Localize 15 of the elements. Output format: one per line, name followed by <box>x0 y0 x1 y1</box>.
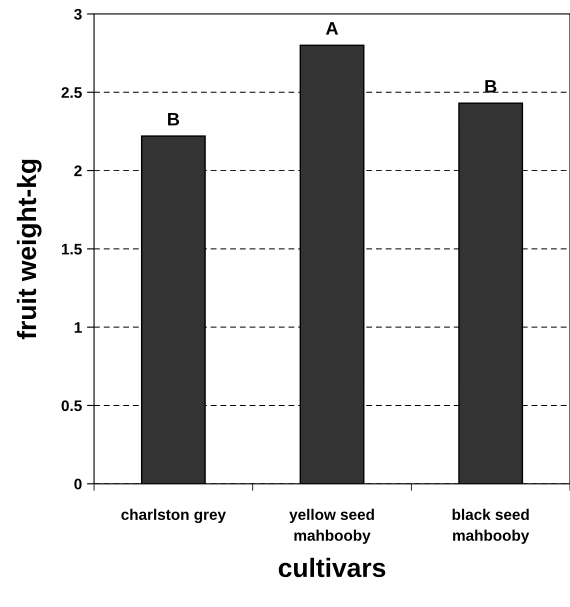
y-tick-label: 1 <box>74 322 82 333</box>
x-axis-title: cultivars <box>278 558 386 578</box>
y-tick-label: 2.5 <box>62 87 82 98</box>
x-tick-label: black seed mahbooby <box>452 508 530 544</box>
annotation: A <box>326 22 338 35</box>
y-tick-label: 2 <box>74 165 82 176</box>
x-tick-label: charlston grey <box>121 508 226 524</box>
y-tick-label: 1.5 <box>62 244 82 255</box>
annotation: B <box>485 80 496 93</box>
y-axis-title: fruit weight-kg <box>16 160 42 340</box>
y-tick-label: 0 <box>74 478 82 490</box>
y-tick-label: 0.5 <box>62 400 82 412</box>
annotation: B <box>168 113 180 126</box>
x-tick-label: yellow seed mahbooby <box>289 508 374 544</box>
y-tick-label: 3 <box>74 8 82 20</box>
